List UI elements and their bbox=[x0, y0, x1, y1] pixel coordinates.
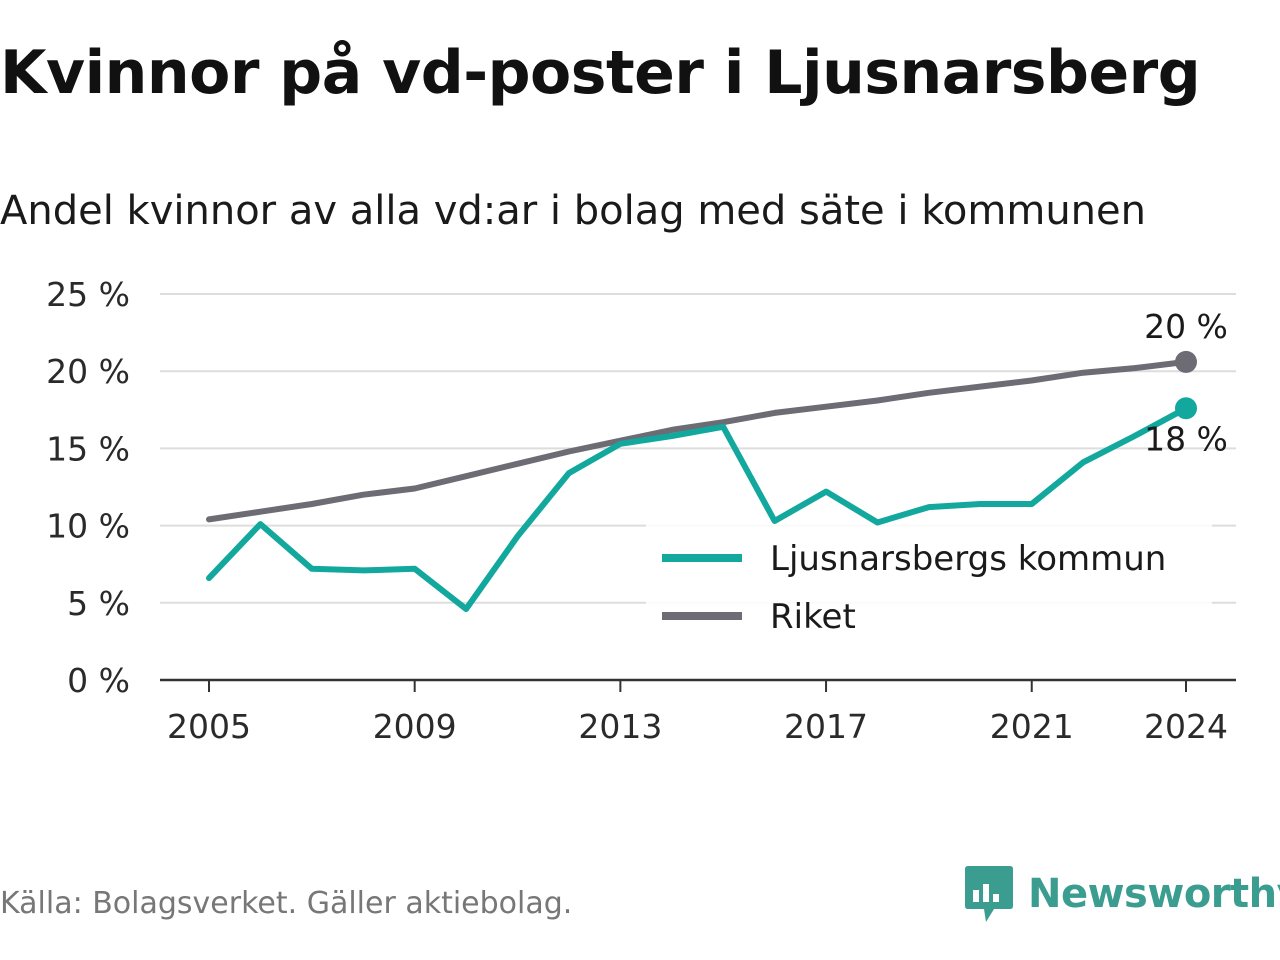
newsworthy-logo: Newsworthy bbox=[964, 864, 1280, 924]
y-axis-ticks: 0 % 5 % 10 % 15 % 20 % 25 % bbox=[46, 275, 130, 700]
end-label-riket: 20 % bbox=[1144, 307, 1228, 346]
legend: Ljusnarsbergs kommun Riket bbox=[646, 524, 1212, 650]
x-tick-label: 2024 bbox=[1144, 707, 1228, 746]
y-tick-label: 0 % bbox=[67, 661, 130, 700]
bar-chart-speech-bubble-icon bbox=[965, 866, 1013, 922]
series-line-riket bbox=[206, 358, 1189, 523]
end-markers: 20 % 18 % bbox=[1144, 307, 1228, 458]
series bbox=[206, 350, 1197, 612]
x-tick-label: 2017 bbox=[784, 707, 868, 746]
chart-subtitle: Andel kvinnor av alla vd:ar i bolag med … bbox=[0, 188, 1146, 234]
y-tick-label: 25 % bbox=[46, 275, 130, 314]
end-point-riket bbox=[1175, 350, 1197, 373]
x-axis-ticks: 2005 2009 2013 2017 2021 2024 bbox=[167, 680, 1228, 746]
legend-background bbox=[646, 524, 1212, 650]
y-tick-label: 10 % bbox=[46, 507, 130, 546]
x-tick-label: 2009 bbox=[373, 707, 457, 746]
source-note: Källa: Bolagsverket. Gäller aktiebolag. bbox=[0, 886, 573, 921]
x-tick-label: 2021 bbox=[990, 707, 1074, 746]
x-tick-label: 2005 bbox=[167, 707, 251, 746]
chart-title: Kvinnor på vd-poster i Ljusnarsberg bbox=[0, 38, 1201, 108]
logo-text: Newsworthy bbox=[1028, 871, 1280, 917]
legend-label-kommun: Ljusnarsbergs kommun bbox=[770, 539, 1166, 579]
end-label-kommun: 18 % bbox=[1144, 419, 1228, 458]
y-tick-label: 15 % bbox=[46, 429, 130, 468]
end-point-kommun bbox=[1175, 397, 1197, 420]
y-tick-label: 5 % bbox=[67, 584, 130, 623]
x-tick-label: 2013 bbox=[578, 707, 662, 746]
series-line-kommun bbox=[206, 405, 1189, 612]
legend-label-riket: Riket bbox=[770, 597, 856, 637]
y-tick-label: 20 % bbox=[46, 352, 130, 391]
